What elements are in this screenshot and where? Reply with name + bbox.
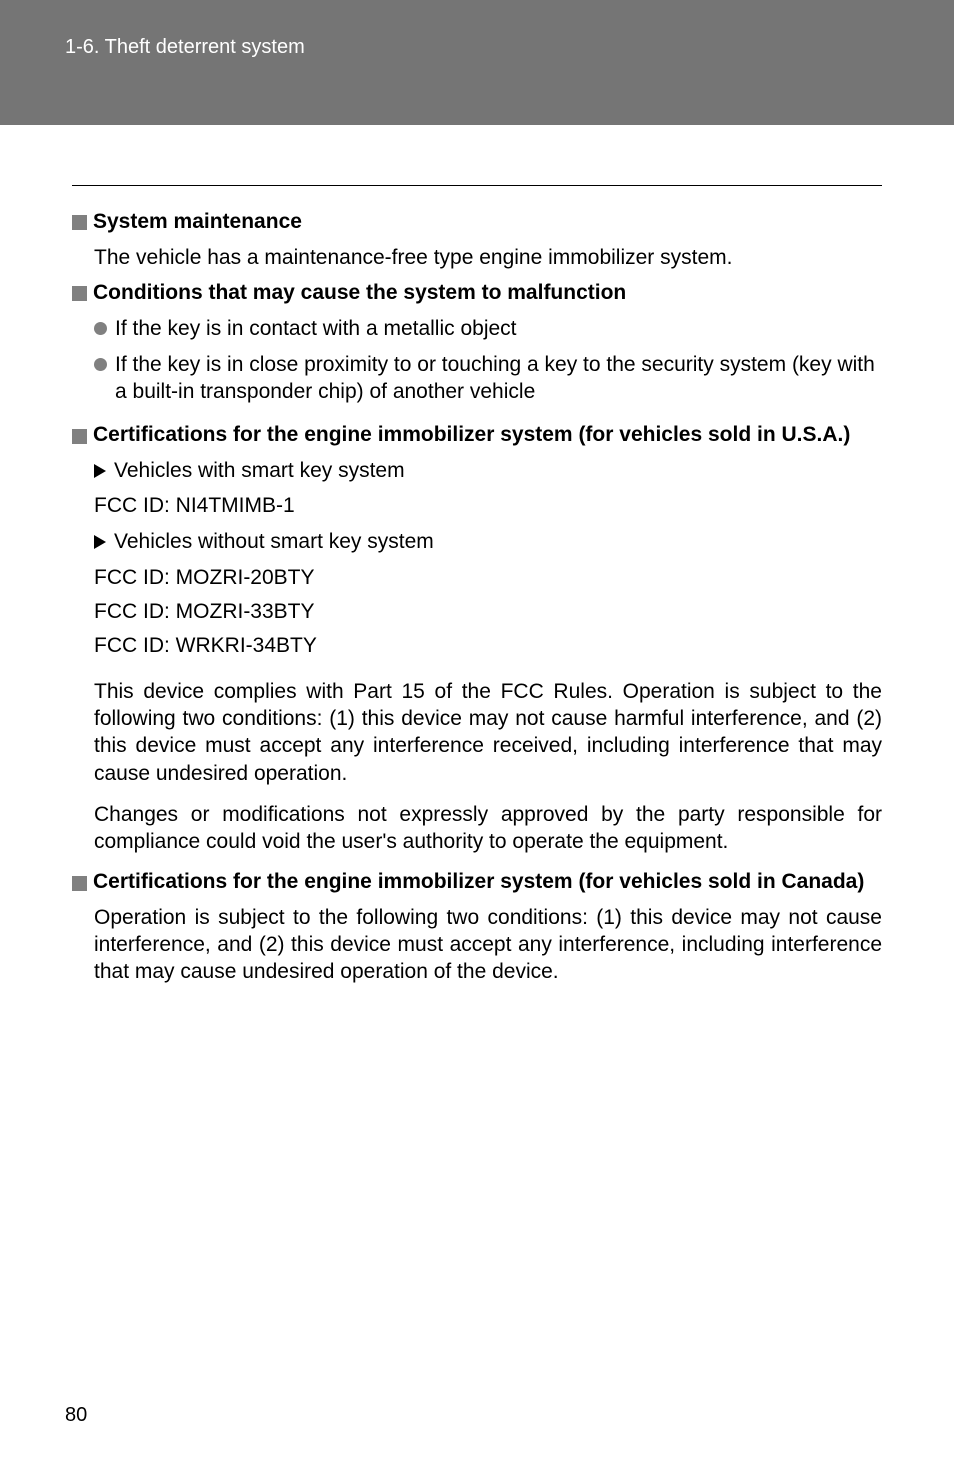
section-head-maintenance: System maintenance (72, 210, 882, 234)
square-marker-icon (72, 429, 87, 444)
fcc-id-text: FCC ID: WRKRI-34BTY (94, 634, 882, 658)
fcc-id-text: FCC ID: MOZRI-33BTY (94, 600, 882, 624)
section-head-cert-usa: Certifications for the engine immobilize… (72, 423, 882, 447)
bullet-item: If the key is in contact with a metallic… (94, 315, 882, 342)
paragraph-text: This device complies with Part 15 of the… (94, 678, 882, 787)
bullet-text: If the key is in close proximity to or t… (115, 351, 882, 406)
circle-marker-icon (94, 322, 107, 335)
page-number: 80 (65, 1404, 87, 1427)
body-text: The vehicle has a maintenance-free type … (94, 244, 882, 271)
header-section-label: 1-6. Theft deterrent system (65, 36, 305, 58)
arrow-right-icon (94, 464, 106, 478)
section-title: Conditions that may cause the system to … (93, 281, 626, 305)
bullet-text: If the key is in contact with a metallic… (115, 315, 517, 342)
arrow-right-icon (94, 535, 106, 549)
square-marker-icon (72, 876, 87, 891)
section-title: Certifications for the engine immobilize… (93, 423, 850, 447)
header-band: 1-6. Theft deterrent system (0, 0, 954, 125)
arrow-text: Vehicles without smart key system (114, 528, 434, 555)
arrow-text: Vehicles with smart key system (114, 457, 405, 484)
section-title: Certifications for the engine immobilize… (93, 870, 864, 894)
paragraph-text: Operation is subject to the following tw… (94, 904, 882, 986)
arrow-item: Vehicles without smart key system (94, 528, 882, 555)
section-head-cert-canada: Certifications for the engine immobilize… (72, 870, 882, 894)
bullet-item: If the key is in close proximity to or t… (94, 351, 882, 406)
circle-marker-icon (94, 358, 107, 371)
content-area: System maintenance The vehicle has a mai… (0, 125, 954, 985)
arrow-item: Vehicles with smart key system (94, 457, 882, 484)
fcc-id-text: FCC ID: NI4TMIMB-1 (94, 494, 882, 518)
square-marker-icon (72, 215, 87, 230)
square-marker-icon (72, 286, 87, 301)
divider-line (72, 185, 882, 186)
section-head-conditions: Conditions that may cause the system to … (72, 281, 882, 305)
fcc-id-text: FCC ID: MOZRI-20BTY (94, 566, 882, 590)
paragraph-text: Changes or modifications not expressly a… (94, 801, 882, 856)
section-title: System maintenance (93, 210, 302, 234)
